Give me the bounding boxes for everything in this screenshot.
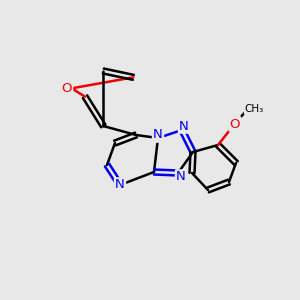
Text: CH₃: CH₃ <box>244 104 264 114</box>
Text: O: O <box>61 82 72 95</box>
Text: O: O <box>230 118 240 130</box>
Text: N: N <box>115 178 125 191</box>
Text: N: N <box>179 119 189 133</box>
Text: N: N <box>176 170 186 184</box>
Text: N: N <box>153 128 163 142</box>
